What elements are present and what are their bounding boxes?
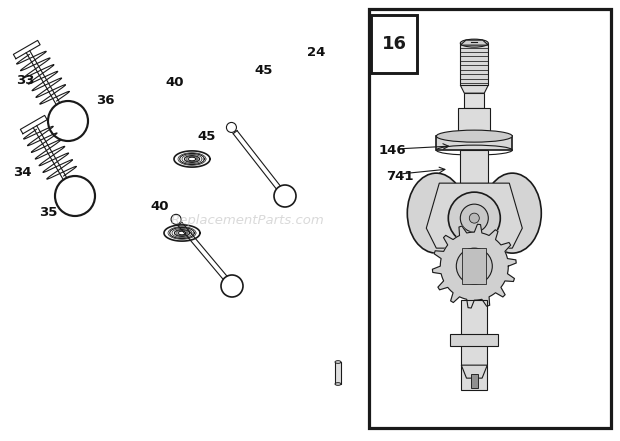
Circle shape bbox=[171, 214, 181, 224]
Circle shape bbox=[469, 213, 479, 223]
Circle shape bbox=[48, 101, 88, 141]
Bar bbox=[460, 150, 489, 183]
Text: 741: 741 bbox=[386, 169, 413, 183]
Bar bbox=[461, 300, 487, 390]
Polygon shape bbox=[432, 224, 516, 308]
Ellipse shape bbox=[484, 173, 541, 253]
Ellipse shape bbox=[407, 173, 465, 253]
Text: 40: 40 bbox=[166, 76, 184, 90]
Circle shape bbox=[221, 275, 243, 297]
Text: 34: 34 bbox=[13, 167, 31, 179]
Ellipse shape bbox=[335, 383, 341, 385]
Text: 36: 36 bbox=[95, 94, 114, 108]
Text: 24: 24 bbox=[307, 46, 325, 60]
Text: 40: 40 bbox=[151, 199, 169, 213]
Circle shape bbox=[460, 204, 489, 232]
Circle shape bbox=[274, 185, 296, 207]
Polygon shape bbox=[20, 116, 47, 134]
Text: 45: 45 bbox=[255, 64, 273, 78]
Polygon shape bbox=[14, 41, 40, 59]
Ellipse shape bbox=[460, 39, 489, 47]
Text: 146: 146 bbox=[378, 145, 406, 157]
Bar bbox=[471, 374, 478, 388]
Text: 16: 16 bbox=[381, 35, 407, 53]
Circle shape bbox=[226, 123, 236, 132]
Bar bbox=[335, 362, 341, 384]
Polygon shape bbox=[427, 183, 522, 248]
Text: ReplacementParts.com: ReplacementParts.com bbox=[171, 214, 325, 227]
Bar bbox=[463, 248, 486, 284]
Text: 33: 33 bbox=[16, 75, 34, 87]
Bar bbox=[371, 15, 417, 73]
Bar bbox=[458, 108, 490, 138]
Ellipse shape bbox=[335, 361, 341, 363]
Polygon shape bbox=[460, 40, 489, 45]
Circle shape bbox=[448, 192, 500, 244]
Bar bbox=[450, 334, 498, 346]
Circle shape bbox=[456, 248, 492, 284]
Polygon shape bbox=[461, 365, 487, 378]
Text: 35: 35 bbox=[39, 206, 57, 220]
Bar bbox=[369, 9, 611, 428]
Bar bbox=[436, 136, 512, 150]
Bar bbox=[460, 43, 489, 85]
Polygon shape bbox=[460, 85, 489, 93]
Circle shape bbox=[55, 176, 95, 216]
Text: 45: 45 bbox=[198, 130, 216, 142]
Bar bbox=[464, 93, 484, 108]
Ellipse shape bbox=[436, 130, 512, 142]
